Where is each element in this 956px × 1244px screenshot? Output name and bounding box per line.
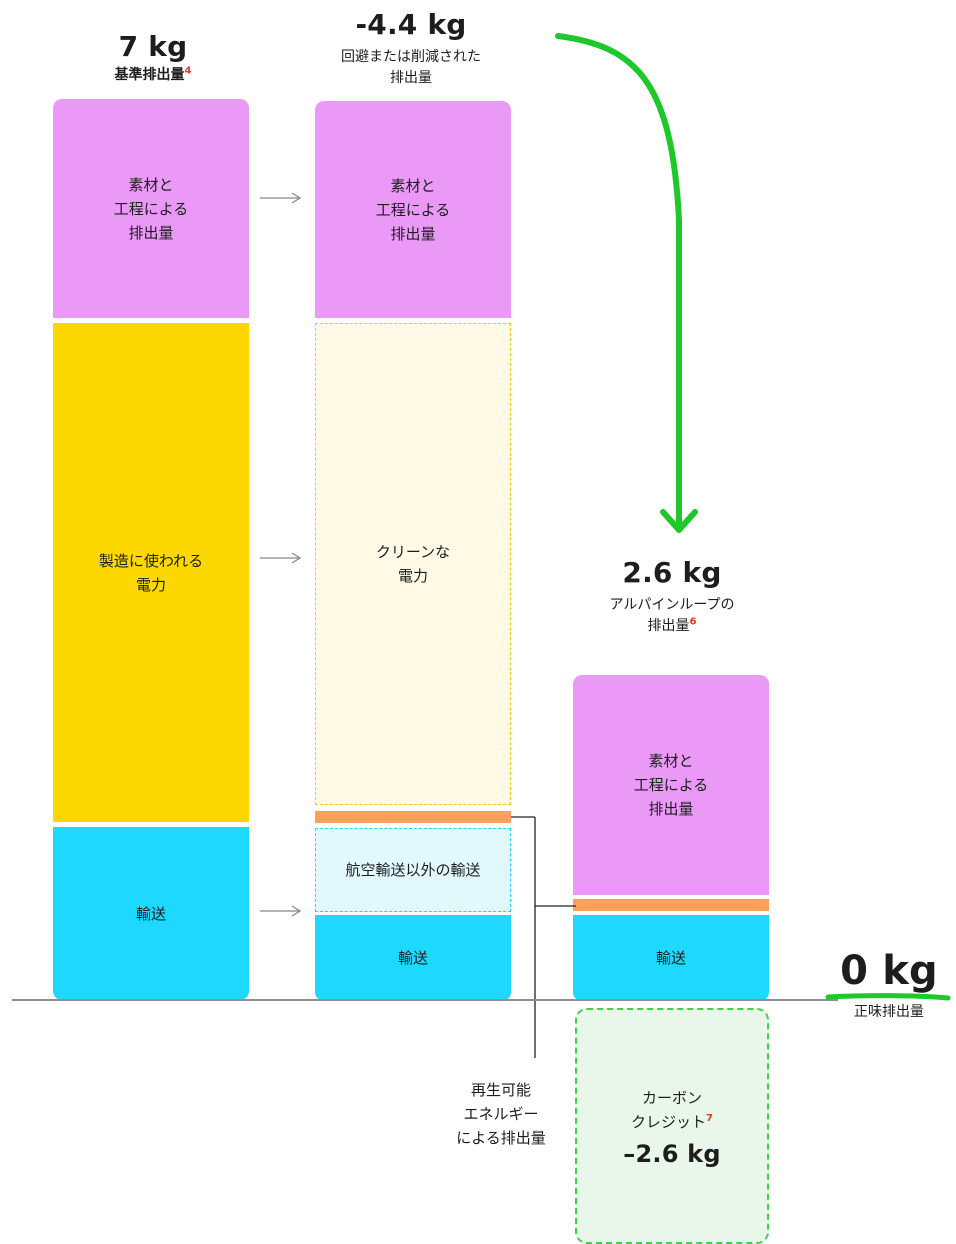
segment-label: 輸送 bbox=[655, 949, 686, 967]
carbon-credit-box: カーボン クレジット7 –2.6 kg bbox=[575, 1008, 769, 1244]
segment-label: 素材と 工程による 排出量 bbox=[113, 175, 189, 242]
avoided-label: 回避または削減された 排出量 bbox=[341, 49, 481, 86]
arrow-right-icon bbox=[260, 192, 302, 204]
renewable-connector bbox=[511, 816, 576, 1058]
product-header: 2.6 kg アルパインループの 排出量6 bbox=[572, 556, 772, 637]
baseline-materials-segment: 素材と 工程による 排出量 bbox=[53, 99, 249, 318]
product-transport-segment: 輸送 bbox=[573, 915, 769, 1001]
net-emissions: 0 kg 正味排出量 bbox=[824, 946, 954, 1023]
footnote-6[interactable]: 6 bbox=[689, 616, 697, 628]
product-value: 2.6 kg bbox=[622, 556, 722, 589]
avoided-value: -4.4 kg bbox=[355, 8, 467, 41]
baseline-bar: 素材と 工程による 排出量 製造に使われる 電力 輸送 bbox=[53, 99, 249, 1000]
product-label: アルパインループの 排出量6 bbox=[572, 595, 772, 637]
carbon-credit-line2-wrap: クレジット7 bbox=[577, 1110, 767, 1134]
green-curved-arrow-icon bbox=[555, 33, 698, 533]
avoided-transport-segment: 輸送 bbox=[315, 915, 511, 1001]
non-air-transport-segment: 航空輸送以外の輸送 bbox=[315, 828, 511, 912]
segment-label: 製造に使われる 電力 bbox=[98, 551, 204, 594]
baseline-label: 基準排出量4 bbox=[53, 65, 253, 86]
product-label-text: アルパインループの 排出量 bbox=[609, 597, 735, 634]
baseline-header: 7 kg 基準排出量4 bbox=[53, 30, 253, 86]
baseline-electricity-segment: 製造に使われる 電力 bbox=[53, 323, 249, 822]
product-renewable-segment bbox=[573, 899, 769, 911]
footnote-4[interactable]: 4 bbox=[184, 65, 192, 77]
renewable-segment bbox=[315, 811, 511, 823]
avoided-header: -4.4 kg 回避または削減された 排出量 bbox=[300, 8, 522, 89]
zero-baseline bbox=[12, 999, 838, 1001]
segment-label: 素材と 工程による 排出量 bbox=[375, 176, 451, 243]
segment-label: 輸送 bbox=[135, 904, 166, 923]
net-label: 正味排出量 bbox=[854, 1004, 924, 1020]
baseline-value: 7 kg bbox=[118, 30, 188, 63]
segment-label: 素材と 工程による 排出量 bbox=[633, 752, 709, 818]
green-underline bbox=[825, 993, 951, 1001]
product-bar: 素材と 工程による 排出量 輸送 bbox=[573, 675, 769, 1001]
footnote-7[interactable]: 7 bbox=[706, 1113, 713, 1124]
baseline-label-text: 基準排出量 bbox=[114, 67, 185, 83]
avoided-bar: 素材と 工程による 排出量 クリーンな 電力 航空輸送以外の輸送 輸送 bbox=[315, 101, 511, 1001]
arrow-right-icon bbox=[260, 905, 302, 917]
net-value: 0 kg bbox=[840, 948, 938, 994]
segment-label: 航空輸送以外の輸送 bbox=[345, 861, 481, 879]
clean-electricity-segment: クリーンな 電力 bbox=[315, 323, 511, 805]
segment-label: 輸送 bbox=[397, 949, 428, 967]
carbon-credit-line2: クレジット bbox=[631, 1113, 707, 1131]
baseline-transport-segment: 輸送 bbox=[53, 827, 249, 1000]
renewable-label: 再生可能 エネルギー による排出量 bbox=[456, 1081, 546, 1147]
avoided-materials-segment: 素材と 工程による 排出量 bbox=[315, 101, 511, 318]
segment-label: クリーンな 電力 bbox=[375, 543, 451, 585]
arrow-right-icon bbox=[260, 552, 302, 564]
carbon-credit-line1: カーボン bbox=[641, 1089, 702, 1107]
product-materials-segment: 素材と 工程による 排出量 bbox=[573, 675, 769, 895]
carbon-credit-value: –2.6 kg bbox=[623, 1140, 721, 1168]
